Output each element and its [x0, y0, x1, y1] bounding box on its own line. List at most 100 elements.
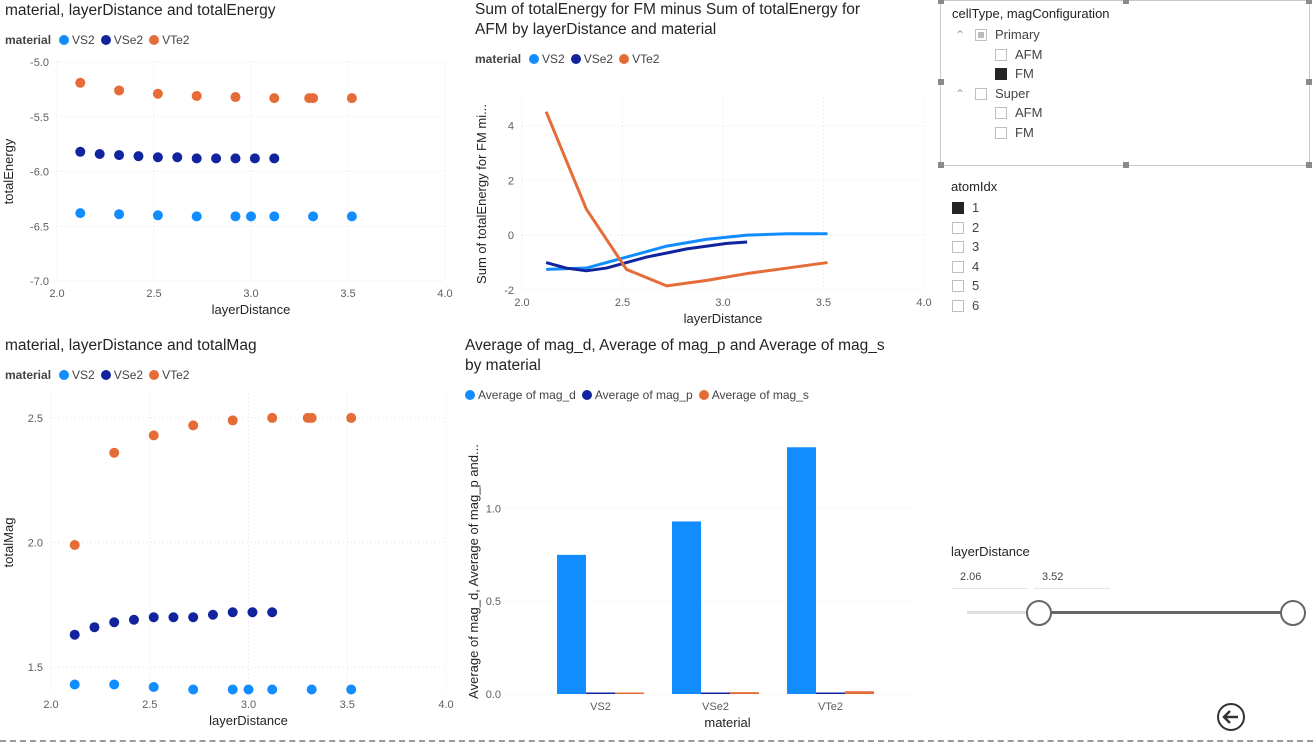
slider-max-handle[interactable] — [1280, 600, 1306, 626]
legend-title: material — [5, 33, 52, 47]
slicer-item-6[interactable]: 6 — [952, 298, 979, 313]
legend-item-vte2[interactable]: VTe2 — [619, 52, 659, 66]
legend-item-vse2[interactable]: VSe2 — [100, 33, 143, 47]
checkbox[interactable] — [995, 48, 1007, 61]
slicer-item-1[interactable]: 1 — [952, 200, 979, 215]
slicer-group-primary[interactable]: ⌃ Primary — [953, 27, 1040, 42]
chevron-up-icon[interactable]: ⌃ — [954, 27, 966, 42]
legend-item-mag-d[interactable]: Average of mag_d — [465, 388, 576, 402]
back-button[interactable] — [1216, 702, 1246, 732]
resize-handle[interactable] — [938, 79, 944, 85]
legend-item-vte2[interactable]: VTe2 — [149, 33, 189, 47]
slicer-item-super-afm[interactable]: AFM — [995, 105, 1042, 120]
slicer-item-4[interactable]: 4 — [952, 259, 979, 274]
energy-scatter-plot: 2.0 2.5 3.0 3.5 4.0 -7.0 -6.5 -6.0 -5.5 -5.0 layer… — [1, 57, 453, 317]
data-point-vse2 — [69, 629, 80, 640]
legend-item-vs2[interactable]: VS2 — [59, 33, 95, 47]
data-point-vs2 — [246, 211, 256, 222]
data-point-vse2 — [172, 152, 183, 163]
legend-dot — [59, 35, 70, 45]
bar-mag-p-vse2 — [701, 692, 730, 694]
resize-handle[interactable] — [1306, 79, 1312, 85]
mag-scatter-plot: 2.0 2.5 3.0 3.5 4.0 1.5 2.0 2.5 layerDistance tot… — [1, 393, 454, 728]
data-point-vs2 — [269, 211, 280, 222]
x-tick-label: 3.5 — [340, 699, 355, 711]
x-tick-label: 3.0 — [715, 297, 730, 309]
checkbox[interactable] — [952, 240, 964, 253]
item-label: FM — [1015, 125, 1034, 140]
checkbox[interactable] — [975, 28, 987, 41]
bar-mag-s-vs2 — [615, 692, 644, 694]
resize-handle[interactable] — [938, 0, 944, 4]
slicer-item-3[interactable]: 3 — [952, 239, 979, 254]
resize-handle[interactable] — [1306, 162, 1312, 168]
checkbox[interactable] — [952, 201, 964, 214]
range-min-value[interactable]: 2.06 — [952, 566, 1028, 589]
group-label: Primary — [995, 27, 1040, 42]
x-tick-label: 2.5 — [146, 288, 161, 300]
x-tick-label: 4.0 — [916, 297, 931, 309]
slider-selected-range — [1038, 611, 1293, 614]
x-axis-title: layerDistance — [209, 713, 288, 728]
slicer-item-2[interactable]: 2 — [952, 220, 979, 235]
legend-item-vs2[interactable]: VS2 — [529, 52, 565, 66]
checkbox[interactable] — [952, 260, 964, 273]
y-tick-label: -6.5 — [30, 221, 49, 233]
slicer-title: cellType, magConfiguration — [952, 6, 1110, 21]
resize-handle[interactable] — [1306, 0, 1312, 4]
slicer-item-5[interactable]: 5 — [952, 278, 979, 293]
energy-scatter-visual[interactable]: material, layerDistance and totalEnergy … — [0, 0, 460, 330]
chevron-up-icon[interactable]: ⌃ — [954, 86, 966, 101]
chart-title: Average of mag_d, Average of mag_p and A… — [465, 337, 885, 374]
atomidx-slicer[interactable]: atomIdx 1 2 3 4 5 6 — [945, 175, 1145, 320]
y-tick-label: 2.0 — [28, 538, 43, 550]
x-tick-label: 2.5 — [142, 699, 157, 711]
legend-dot — [100, 370, 111, 380]
legend-item-vs2[interactable]: VS2 — [59, 368, 95, 382]
item-label: AFM — [1015, 47, 1043, 62]
data-point-vse2 — [211, 153, 222, 164]
checkbox[interactable] — [995, 106, 1007, 119]
bar-mag-p-vs2 — [586, 692, 615, 694]
slicer-item-super-fm[interactable]: FM — [995, 125, 1034, 140]
checkbox[interactable] — [995, 126, 1007, 139]
slicer-group-super[interactable]: ⌃ Super — [953, 86, 1030, 101]
legend-item-mag-p[interactable]: Average of mag_p — [581, 388, 693, 402]
legend-item-vse2[interactable]: VSe2 — [100, 368, 143, 382]
legend-dot — [100, 35, 111, 45]
slider-min-handle[interactable] — [1025, 600, 1052, 626]
legend-item-vse2[interactable]: VSe2 — [570, 52, 613, 66]
data-point-vs2 — [75, 208, 86, 219]
checkbox[interactable] — [995, 67, 1007, 80]
data-point-vse2 — [94, 148, 105, 159]
group-label: Super — [995, 86, 1030, 101]
resize-handle[interactable] — [938, 162, 944, 168]
legend-item-mag-s[interactable]: Average of mag_s — [698, 388, 809, 402]
layerdistance-slicer[interactable]: layerDistance 2.06 3.52 — [945, 540, 1310, 635]
y-tick-label: -7.0 — [30, 276, 49, 288]
resize-handle[interactable] — [1123, 0, 1129, 4]
resize-handle[interactable] — [1123, 162, 1129, 168]
legend-item-vte2[interactable]: VTe2 — [149, 368, 189, 382]
x-tick-label: VSe2 — [702, 701, 729, 713]
data-point-vs2 — [152, 210, 163, 221]
checkbox[interactable] — [975, 87, 987, 100]
energy-diff-line-visual[interactable]: Sum of totalEnergy for FM minus Sum of t… — [465, 0, 935, 335]
x-axis-title: layerDistance — [212, 302, 291, 317]
checkbox[interactable] — [952, 279, 964, 292]
slicer-item-primary-afm[interactable]: AFM — [995, 47, 1042, 62]
mag-scatter-visual[interactable]: material, layerDistance and totalMag mat… — [0, 335, 460, 740]
celltype-slicer[interactable]: cellType, magConfiguration ⌃ Primary AFM… — [938, 0, 1312, 168]
legend-dot — [581, 390, 592, 400]
x-tick-label: 3.0 — [243, 288, 258, 300]
y-axis-title: totalEnergy — [1, 138, 16, 204]
data-point-vse2 — [191, 153, 202, 164]
slicer-item-primary-fm[interactable]: FM — [995, 66, 1034, 81]
checkbox[interactable] — [952, 221, 964, 234]
range-max-value[interactable]: 3.52 — [1034, 566, 1110, 589]
data-point-vs2 — [243, 684, 254, 695]
x-tick-label: 4.0 — [438, 699, 453, 711]
checkbox[interactable] — [952, 299, 964, 312]
data-point-vte2 — [346, 93, 357, 104]
mag-bar-visual[interactable]: Average of mag_d, Average of mag_p and A… — [465, 335, 935, 740]
